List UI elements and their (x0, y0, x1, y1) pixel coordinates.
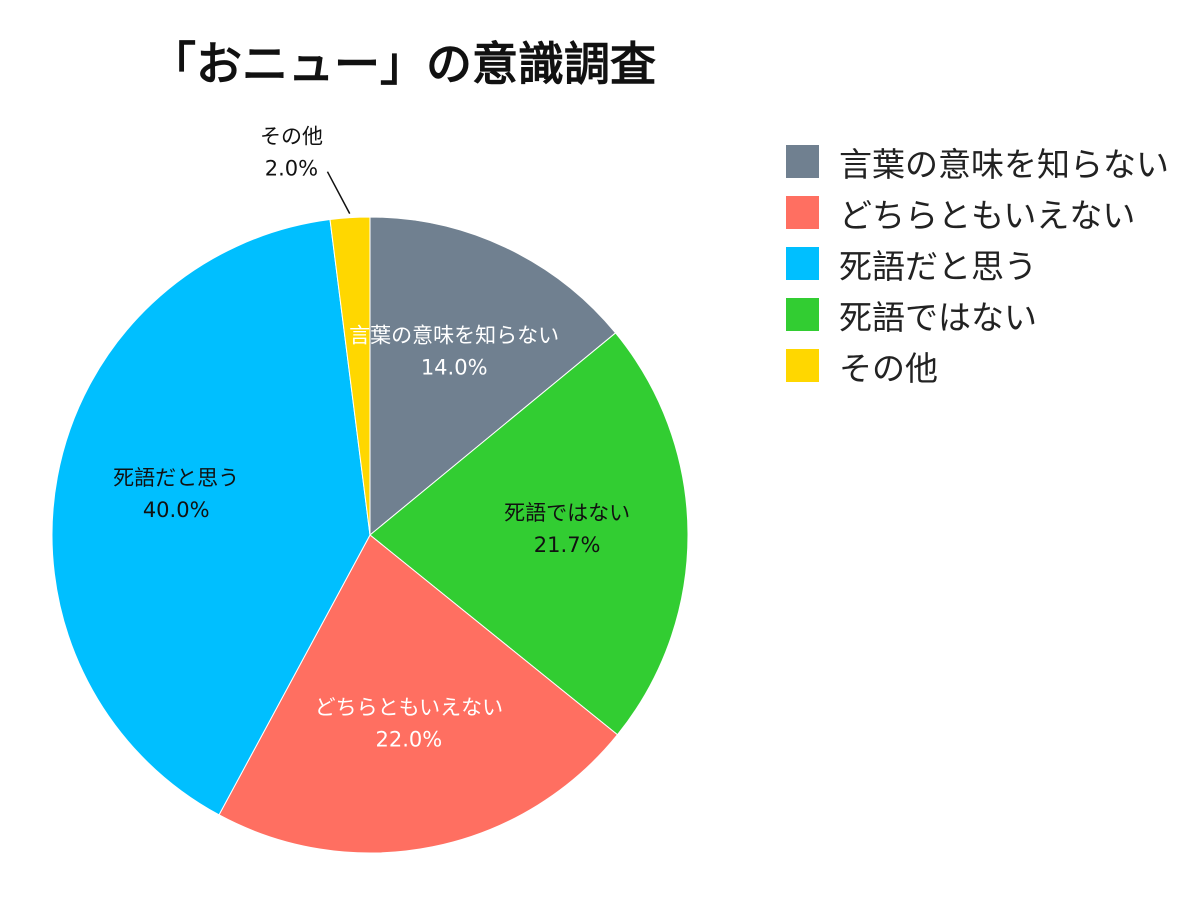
slice-percent-label: 22.0% (376, 727, 443, 751)
legend-swatch (786, 196, 819, 229)
legend-swatch (786, 145, 819, 178)
slice-percent-label: 2.0% (265, 157, 318, 181)
legend-label: 死語ではない (839, 297, 1037, 337)
pie-slice (329, 216, 371, 536)
legend-label: その他 (839, 348, 938, 388)
legend-item: どちらともいえない (786, 187, 1169, 238)
chart-legend: 言葉の意味を知らない どちらともいえない 死語だと思う 死語ではない その他 (786, 136, 1169, 391)
legend-swatch (786, 247, 819, 280)
pie-slice-labels: 言葉の意味を知らない 14.0% 死語ではない 21.7% どちらともいえない 22.0%… (113, 125, 630, 752)
legend-swatch (786, 298, 819, 331)
callout-line (326, 171, 351, 214)
legend-item: 死語だと思う (786, 238, 1169, 289)
pie-slice (369, 332, 689, 736)
legend-item: 死語ではない (786, 289, 1169, 340)
legend-item: その他 (786, 340, 1169, 391)
pie-slice (51, 218, 371, 816)
legend-swatch (786, 349, 819, 382)
slice-percent-label: 40.0% (143, 498, 210, 522)
pie-slice (369, 216, 617, 537)
legend-label: 言葉の意味を知らない (839, 144, 1169, 184)
legend-item: 言葉の意味を知らない (786, 136, 1169, 187)
slice-percent-label: 14.0% (421, 356, 488, 380)
pie-slice (218, 534, 619, 854)
pie-slices (51, 216, 689, 854)
legend-label: どちらともいえない (839, 195, 1136, 235)
slice-category-label: どちらともいえない (315, 695, 504, 719)
slice-category-label: 死語だと思う (113, 466, 239, 490)
slice-category-label: 言葉の意味を知らない (349, 324, 559, 348)
slice-percent-label: 21.7% (534, 533, 601, 557)
legend-label: 死語だと思う (839, 246, 1037, 286)
slice-category-label: 死語ではない (504, 501, 630, 525)
chart-title: 「おニュー」の意識調査 (150, 37, 656, 91)
slice-category-label: その他 (260, 125, 323, 149)
